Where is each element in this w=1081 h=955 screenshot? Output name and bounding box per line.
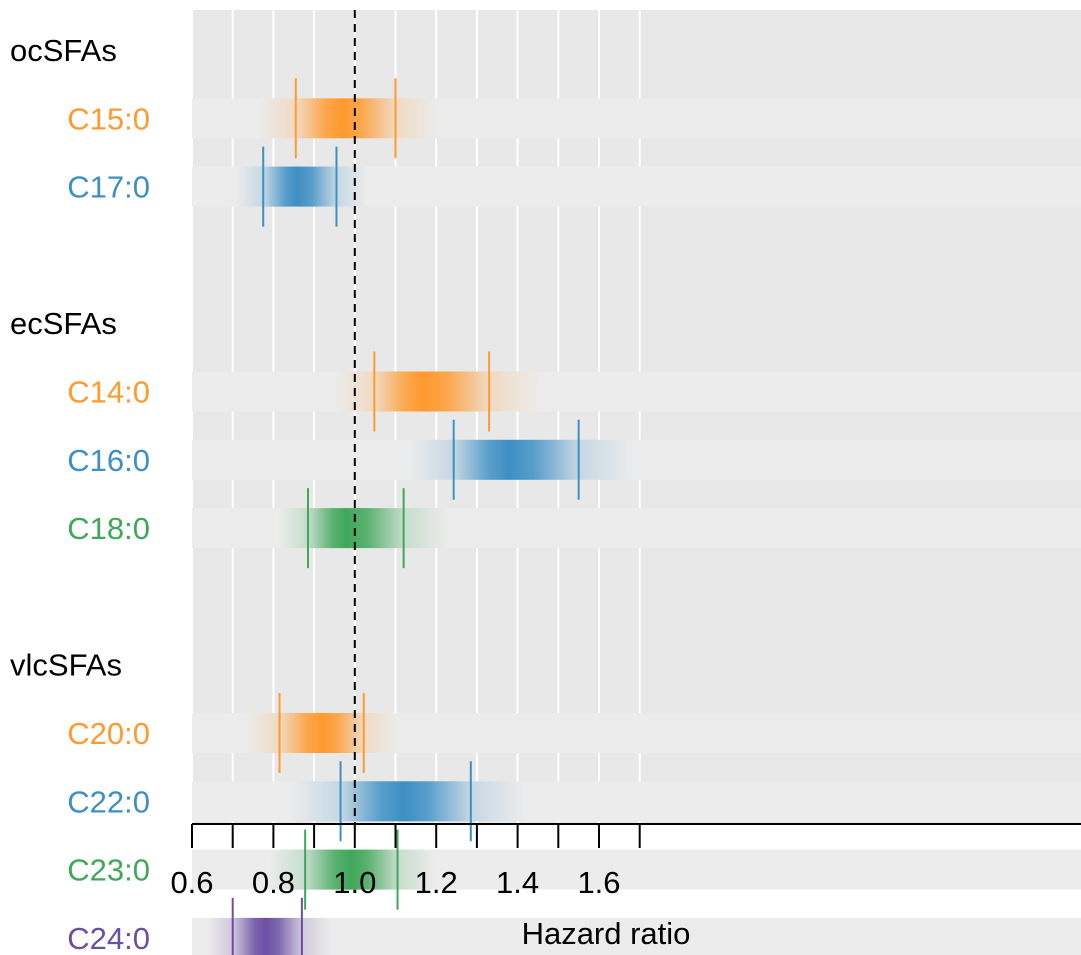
row-label: C20:0 [67,716,150,751]
interval-bar [409,439,635,480]
row-label: C23:0 [67,853,150,888]
interval-bar [206,917,332,955]
plot-panel [192,10,1081,824]
x-tick-label: 1.6 [577,865,620,900]
x-axis-title: Hazard ratio [522,916,691,951]
group-label: vlcSFAs [10,648,122,683]
row-label: C18:0 [67,511,150,546]
interval-bar [245,713,397,753]
row-band [192,917,1081,955]
x-axis: 0.6 0.8 1.0 1.2 1.4 1.6 [170,823,1081,900]
row-label: C24:0 [67,921,150,955]
row-label: C22:0 [67,784,150,819]
x-tick-label: 1.0 [333,865,376,900]
row-band [192,371,1081,412]
interval-bars [192,78,1081,955]
x-tick-label: 1.4 [496,865,539,900]
group-label: ecSFAs [10,306,117,341]
x-tick-label: 0.8 [252,865,295,900]
interval-bar [268,849,435,890]
group-label: ocSFAs [10,33,117,68]
x-tick-label: 0.6 [170,865,213,900]
row-label: C14:0 [67,375,150,410]
row-label: C16:0 [67,443,150,478]
row-labels: ocSFAs C15:0 C17:0 ecSFAs C14:0 C16:0 C18:0 vlc… [10,33,150,955]
interval-bar [258,98,438,139]
x-tick-label: 1.2 [415,865,458,900]
interval-bar [290,781,525,822]
interval-bar [334,371,542,412]
row-band [192,439,1081,480]
interval-bar [277,508,450,549]
grid-lines [191,10,641,824]
row-label: C15:0 [67,101,150,136]
row-label: C17:0 [67,170,150,205]
interval-bar [235,166,368,207]
